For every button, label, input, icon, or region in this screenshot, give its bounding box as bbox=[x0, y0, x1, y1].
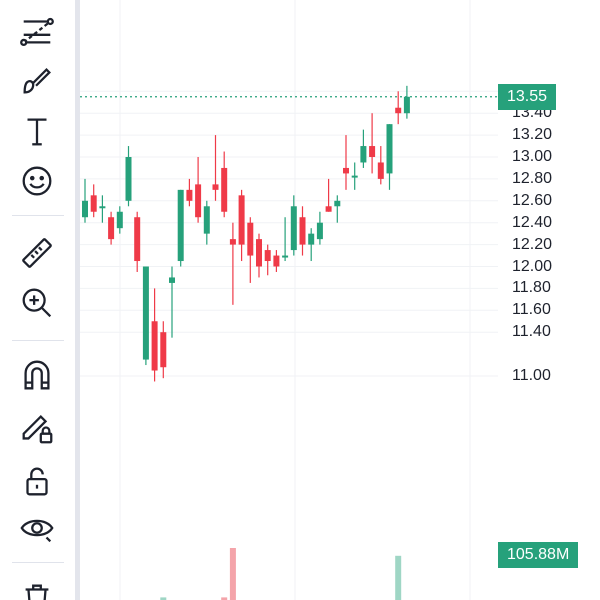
candle-body bbox=[360, 146, 367, 163]
trash-icon[interactable] bbox=[14, 576, 60, 600]
toolbar-border bbox=[75, 0, 80, 600]
text-tool-icon[interactable] bbox=[14, 108, 60, 154]
price-tick-label: 13.20 bbox=[512, 126, 553, 144]
candle-body bbox=[82, 200, 88, 218]
eye-icon[interactable] bbox=[14, 505, 60, 551]
candle-body bbox=[212, 184, 219, 190]
price-axis[interactable]: 13.6013.4013.2013.0012.8012.6012.4012.20… bbox=[498, 0, 600, 600]
candle-body bbox=[316, 222, 323, 240]
price-tick-label: 13.00 bbox=[512, 148, 553, 165]
brush-icon[interactable] bbox=[14, 58, 60, 104]
candle-body bbox=[125, 157, 132, 201]
zoom-in-icon[interactable] bbox=[14, 280, 60, 326]
lock-drawing-icon[interactable] bbox=[14, 405, 60, 451]
candle-body bbox=[169, 277, 175, 283]
volume-bar bbox=[160, 597, 167, 600]
price-tick-label: 11.80 bbox=[512, 279, 551, 297]
candle-body bbox=[203, 206, 210, 234]
price-tick-label: 11.60 bbox=[512, 301, 551, 319]
trend-lines-icon[interactable] bbox=[14, 8, 60, 54]
toolbar-divider bbox=[12, 340, 64, 341]
volume-bar bbox=[229, 548, 236, 600]
candle-body bbox=[334, 200, 341, 207]
toolbar-divider bbox=[12, 215, 64, 216]
candle-body bbox=[386, 124, 393, 174]
candle-body bbox=[160, 332, 167, 368]
candle-body bbox=[108, 217, 115, 240]
price-tick-label: 12.20 bbox=[512, 235, 553, 253]
price-tick-label: 11.00 bbox=[512, 367, 551, 384]
candle-body bbox=[369, 146, 376, 157]
candle-body bbox=[221, 167, 228, 212]
price-tick-label: 12.40 bbox=[512, 213, 553, 231]
candle-body bbox=[325, 206, 332, 212]
candle-body bbox=[403, 96, 410, 114]
candle-body bbox=[151, 321, 158, 371]
candle-body bbox=[308, 233, 315, 245]
emoji-icon[interactable] bbox=[14, 158, 60, 204]
unlock-icon[interactable] bbox=[14, 458, 60, 504]
candle-body bbox=[247, 222, 254, 256]
toolbar-divider bbox=[12, 562, 64, 563]
candle-body bbox=[134, 217, 141, 262]
volume-label: 105.88M bbox=[498, 542, 579, 568]
price-tick-label: 12.60 bbox=[512, 191, 553, 209]
volume-bar bbox=[221, 597, 228, 600]
candle-body bbox=[299, 217, 306, 245]
price-tick-label: 12.80 bbox=[512, 169, 553, 187]
candle-body bbox=[177, 189, 184, 262]
candle-body bbox=[282, 255, 289, 258]
last-price-label: 13.55 bbox=[498, 83, 557, 110]
drawing-toolbar bbox=[0, 0, 68, 600]
chart-pane[interactable] bbox=[80, 0, 498, 600]
candle-body bbox=[264, 250, 271, 262]
candle-body bbox=[351, 175, 358, 178]
candle-body bbox=[377, 162, 384, 179]
candle-body bbox=[395, 107, 402, 114]
candle-body bbox=[238, 195, 245, 245]
candle-body bbox=[273, 255, 280, 267]
candle-body bbox=[142, 266, 149, 360]
price-tick-label: 12.00 bbox=[512, 257, 553, 275]
candle-body bbox=[90, 195, 97, 212]
candle-body bbox=[343, 167, 349, 174]
candle-body bbox=[186, 189, 193, 201]
candle-body bbox=[256, 239, 262, 267]
candle-body bbox=[195, 184, 202, 218]
candle-body bbox=[99, 206, 106, 209]
candle-body bbox=[290, 206, 297, 251]
candle-body bbox=[116, 211, 123, 229]
magnet-icon[interactable] bbox=[14, 352, 60, 398]
candlestick-chart[interactable] bbox=[80, 0, 498, 600]
volume-bar bbox=[395, 555, 402, 600]
candle-body bbox=[229, 239, 236, 245]
ruler-icon[interactable] bbox=[14, 230, 60, 276]
price-tick-label: 11.40 bbox=[512, 323, 551, 341]
